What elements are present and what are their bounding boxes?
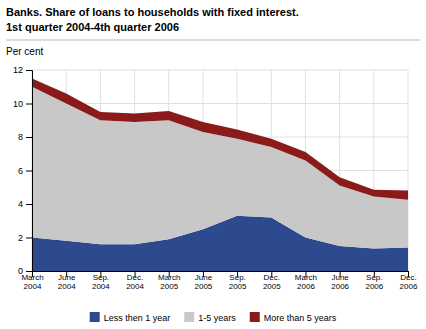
legend-label: 1-5 years bbox=[198, 313, 236, 323]
y-grid-line bbox=[32, 70, 408, 71]
x-tick-label-line: March bbox=[21, 273, 43, 282]
y-tick-label: 2 bbox=[18, 233, 23, 243]
x-tick-label-line: Sep. bbox=[229, 273, 245, 282]
x-tick-label-line: Dec. bbox=[127, 273, 143, 282]
legend: Less then 1 year 1-5 years More than 5 yea… bbox=[90, 312, 337, 323]
x-tick-label: March2004 bbox=[21, 273, 43, 291]
x-tick-label-line: 2005 bbox=[229, 282, 247, 291]
y-tick: 2 bbox=[18, 233, 32, 243]
x-tick: March2004 bbox=[21, 271, 43, 291]
y-tick-label: 4 bbox=[18, 199, 23, 209]
y-axis-line bbox=[26, 71, 33, 272]
x-tick-label-line: 2004 bbox=[24, 282, 42, 291]
x-tick-label-line: June bbox=[195, 273, 213, 282]
y-tick: 10 bbox=[13, 99, 32, 109]
x-tick-label: Dec.2004 bbox=[126, 273, 144, 291]
title: Banks. Share of loans to households with… bbox=[6, 6, 299, 18]
x-tick-label-line: 2006 bbox=[365, 282, 383, 291]
x-tick: March2005 bbox=[158, 271, 180, 291]
legend-item: More than 5 years bbox=[250, 312, 337, 323]
x-tick-label: Sep.2004 bbox=[92, 273, 110, 291]
y-tick-label: 8 bbox=[18, 132, 23, 142]
x-tick: June2005 bbox=[195, 271, 213, 291]
x-tick-label-line: 2005 bbox=[195, 282, 213, 291]
x-tick-label-line: 2004 bbox=[58, 282, 76, 291]
y-tick-mark bbox=[26, 137, 32, 138]
y-tick: 8 bbox=[18, 132, 32, 142]
x-tick: Sep.2004 bbox=[92, 271, 110, 291]
x-axis: March2004June2004Sep.2004Dec.2004March20… bbox=[21, 271, 418, 291]
y-tick-mark bbox=[26, 171, 32, 172]
grid bbox=[32, 70, 408, 271]
x-tick-label-line: 2004 bbox=[92, 282, 110, 291]
y-tick-mark bbox=[26, 104, 32, 105]
x-tick-label-line: 2006 bbox=[400, 282, 418, 291]
subtitle: 1st quarter 2004-4th quarter 2006 bbox=[6, 21, 179, 33]
x-tick-label: Dec.2006 bbox=[400, 273, 418, 291]
x-tick-label-line: 2006 bbox=[331, 282, 349, 291]
x-tick-label-line: 2005 bbox=[160, 282, 178, 291]
x-tick-label-line: 2004 bbox=[126, 282, 144, 291]
legend-label: Less then 1 year bbox=[104, 313, 171, 323]
x-tick: June2006 bbox=[331, 271, 349, 291]
x-tick-label: June2006 bbox=[331, 273, 349, 291]
x-tick-label-line: Sep. bbox=[366, 273, 382, 282]
area bbox=[32, 78, 408, 199]
y-tick-mark bbox=[26, 70, 32, 71]
x-tick-label-line: June bbox=[58, 273, 76, 282]
chart: Banks. Share of loans to households with… bbox=[0, 0, 426, 329]
legend-swatch bbox=[184, 312, 194, 322]
x-tick: Dec.2004 bbox=[126, 271, 144, 291]
x-tick-label: Sep.2006 bbox=[365, 273, 383, 291]
plot: 024681012March2004June2004Sep.2004Dec.20… bbox=[13, 65, 418, 290]
y-tick-label: 6 bbox=[18, 166, 23, 176]
x-tick-label: Sep.2005 bbox=[229, 273, 247, 291]
x-tick-label-line: Dec. bbox=[264, 273, 280, 282]
areas bbox=[32, 78, 408, 271]
x-tick-label-line: March bbox=[295, 273, 317, 282]
x-tick-label-line: March bbox=[158, 273, 180, 282]
y-tick: 12 bbox=[13, 65, 32, 75]
legend-item: 1-5 years bbox=[184, 312, 236, 323]
x-tick: March2006 bbox=[295, 271, 317, 291]
y-tick-mark bbox=[26, 204, 32, 205]
x-tick-label: March2006 bbox=[295, 273, 317, 291]
y-axis-title: Per cent bbox=[6, 46, 43, 57]
x-tick-label-line: Sep. bbox=[93, 273, 109, 282]
x-axis-line bbox=[33, 272, 409, 278]
x-tick: June2004 bbox=[58, 271, 76, 291]
y-grid-line bbox=[32, 103, 408, 104]
x-tick: Sep.2006 bbox=[365, 271, 383, 291]
y-tick-label: 10 bbox=[13, 99, 23, 109]
x-tick-label-line: Dec. bbox=[400, 273, 416, 282]
x-tick-label: June2004 bbox=[58, 273, 76, 291]
legend-label: More than 5 years bbox=[264, 313, 337, 323]
separator bbox=[6, 40, 420, 41]
legend-swatch bbox=[90, 312, 100, 322]
x-tick: Dec.2005 bbox=[263, 271, 281, 291]
y-axis: 024681012 bbox=[13, 65, 33, 276]
x-tick-label: March2005 bbox=[158, 273, 180, 291]
x-tick-label-line: 2006 bbox=[297, 282, 315, 291]
y-tick: 6 bbox=[18, 166, 32, 176]
x-tick-label-line: June bbox=[331, 273, 349, 282]
x-tick-label: Dec.2005 bbox=[263, 273, 281, 291]
legend-item: Less then 1 year bbox=[90, 312, 171, 323]
legend-swatch bbox=[250, 312, 260, 322]
x-tick: Dec.2006 bbox=[400, 271, 418, 291]
y-tick: 4 bbox=[18, 199, 32, 209]
x-tick: Sep.2005 bbox=[229, 271, 247, 291]
y-tick-mark bbox=[26, 271, 32, 272]
y-tick-label: 12 bbox=[13, 65, 23, 75]
y-tick-mark bbox=[26, 238, 32, 239]
x-tick-label-line: 2005 bbox=[263, 282, 281, 291]
x-tick-label: June2005 bbox=[195, 273, 213, 291]
